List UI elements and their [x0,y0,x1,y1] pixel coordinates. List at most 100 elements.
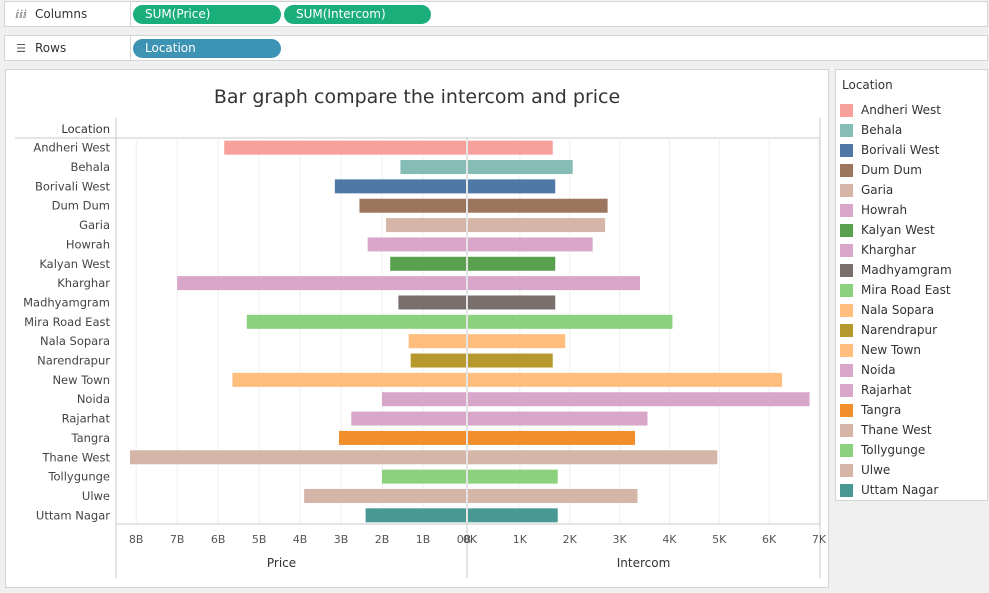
legend-label: Nala Sopara [861,303,935,317]
legend-item-tollygunge[interactable]: Tollygunge [836,440,987,460]
intercom-bar-tangra [468,430,636,445]
legend-label: Ulwe [861,463,891,477]
legend-item-garia[interactable]: Garia [836,180,987,200]
row-label-nala-sopara: Nala Sopara [40,334,110,348]
price-bar-new-town [232,372,466,387]
sum-price-pill[interactable]: SUM(Price) [133,5,281,24]
legend-items: Andheri West Behala Borivali West Dum Dum Ga… [836,100,987,500]
intercom-tick-label: 1K [513,533,528,546]
price-tick-label: 3B [334,533,349,546]
price-tick-label: 8B [129,533,144,546]
legend-label: Mira Road East [861,283,951,297]
intercom-tick-label: 5K [712,533,727,546]
row-label-borivali-west: Borivali West [35,179,111,193]
price-tick-label: 1B [416,533,431,546]
legend-swatch [840,203,853,217]
legend-label: Howrah [861,203,908,217]
price-bar-ulwe [304,488,466,503]
legend-swatch [840,163,853,177]
legend-item-behala[interactable]: Behala [836,120,987,140]
legend-item-tangra[interactable]: Tangra [836,400,987,420]
sum-intercom-pill[interactable]: SUM(Intercom) [284,5,431,24]
legend-swatch [840,423,853,437]
legend-label: Andheri West [861,103,942,117]
price-bar-nala-sopara [408,334,466,349]
intercom-bar-kharghar [468,276,641,291]
intercom-tick-label: 0K [463,533,478,546]
price-tick-label: 2B [375,533,390,546]
intercom-bar-kalyan-west [468,256,556,271]
legend-item-madhyamgram[interactable]: Madhyamgram [836,260,987,280]
intercom-axis-title: Intercom [617,556,671,570]
row-label-new-town: New Town [52,373,110,387]
legend-title: Location [842,78,893,92]
legend-item-borivali-west[interactable]: Borivali West [836,140,987,160]
legend-item-andheri-west[interactable]: Andheri West [836,100,987,120]
legend-item-ulwe[interactable]: Ulwe [836,460,987,480]
location-pill[interactable]: Location [133,39,281,58]
price-bar-borivali-west [334,179,466,194]
price-bar-dum-dum [359,198,466,213]
price-bar-kharghar [177,276,466,291]
legend-item-howrah[interactable]: Howrah [836,200,987,220]
legend-swatch [840,123,853,137]
chart-title: Bar graph compare the intercom and price [214,86,620,108]
legend-label: New Town [861,343,922,357]
legend-swatch [840,263,853,277]
row-label-ulwe: Ulwe [82,489,110,503]
price-bar-mira-road-east [246,314,466,329]
legend-label: Thane West [861,423,932,437]
intercom-bar-nala-sopara [468,334,566,349]
legend-swatch [840,103,853,117]
chart-svg: Bar graph compare the intercom and price… [15,86,827,578]
legend-item-new-town[interactable]: New Town [836,340,987,360]
legend-item-dum-dum[interactable]: Dum Dum [836,160,987,180]
price-bar-madhyamgram [398,295,466,310]
price-tick-label: 4B [293,533,308,546]
price-bar-uttam-nagar [365,508,466,523]
price-bar-narendrapur [410,353,466,368]
legend-item-narendrapur[interactable]: Narendrapur [836,320,987,340]
row-label-behala: Behala [70,160,110,174]
row-label-tollygunge: Tollygunge [47,470,110,484]
price-tick-label: 5B [252,533,267,546]
legend-label: Garia [861,183,894,197]
intercom-bar-rajarhat [468,411,648,426]
intercom-bar-garia [468,218,606,233]
intercom-bar-ulwe [468,488,638,503]
price-bar-thane-west [130,450,466,465]
intercom-bar-borivali-west [468,179,556,194]
legend-label: Kharghar [861,243,917,257]
intercom-bar-madhyamgram [468,295,556,310]
columns-shelf-label: ⅈⅈⅈ Columns [5,2,131,26]
legend-item-uttam-nagar[interactable]: Uttam Nagar [836,480,987,500]
rows-icon: ☰ [16,42,26,55]
row-label-dum-dum: Dum Dum [52,199,110,213]
row-label-kalyan-west: Kalyan West [39,257,110,271]
legend-swatch [840,463,853,477]
legend-swatch [840,143,853,157]
legend-item-mira-road-east[interactable]: Mira Road East [836,280,987,300]
legend-label: Rajarhat [861,383,912,397]
row-label-uttam-nagar: Uttam Nagar [36,508,110,522]
intercom-tick-label: 7K [812,533,827,546]
legend-item-noida[interactable]: Noida [836,360,987,380]
price-bar-andheri-west [224,140,466,155]
legend-item-thane-west[interactable]: Thane West [836,420,987,440]
legend-label: Behala [861,123,903,137]
legend-item-kharghar[interactable]: Kharghar [836,240,987,260]
intercom-bar-mira-road-east [468,314,673,329]
price-bar-garia [386,218,466,233]
legend-label: Borivali West [861,143,940,157]
legend-item-kalyan-west[interactable]: Kalyan West [836,220,987,240]
legend-swatch [840,283,853,297]
price-bar-noida [382,392,466,407]
rows-shelf: ☰ Rows Location [4,35,988,61]
price-bar-howrah [367,237,466,252]
legend-item-rajarhat[interactable]: Rajarhat [836,380,987,400]
intercom-tick-label: 6K [762,533,777,546]
price-axis-title: Price [267,556,296,570]
price-bar-rajarhat [351,411,466,426]
intercom-tick-label: 2K [563,533,578,546]
legend-item-nala-sopara[interactable]: Nala Sopara [836,300,987,320]
